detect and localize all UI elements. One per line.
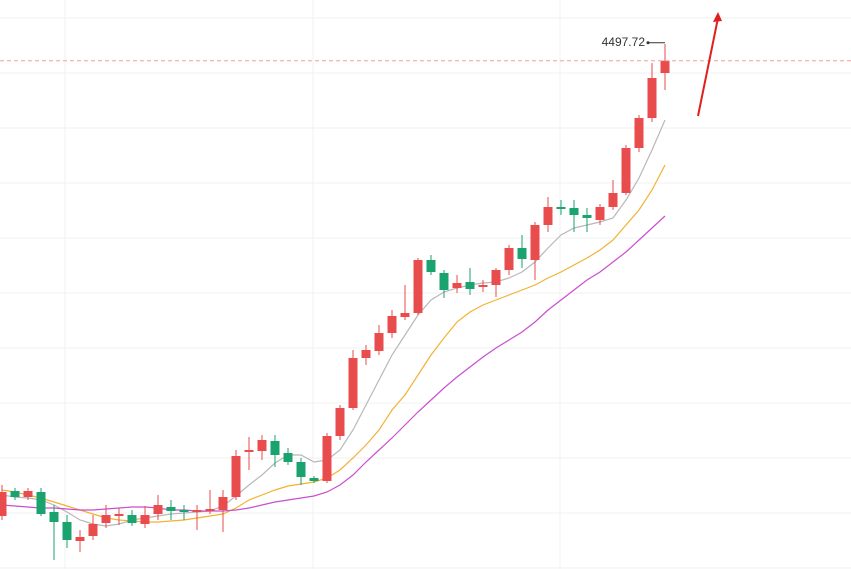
candle-body xyxy=(439,273,449,290)
candle-body xyxy=(0,492,7,516)
candle-body xyxy=(296,462,306,477)
moving-average-line xyxy=(1,119,666,527)
candles xyxy=(0,44,670,560)
candle-body xyxy=(244,450,254,452)
candle-body xyxy=(192,510,202,512)
candle-body xyxy=(569,208,579,215)
candle-body xyxy=(608,193,618,207)
candle-body xyxy=(23,491,33,497)
candle-body xyxy=(530,225,540,260)
candle-body xyxy=(504,248,514,270)
candle-body xyxy=(452,283,462,288)
candle-body xyxy=(517,248,527,259)
candle-body xyxy=(491,270,501,285)
candle-body xyxy=(582,215,592,218)
candle-body xyxy=(621,148,631,193)
price-pointer-dot xyxy=(646,41,650,45)
overlay: 4497.72 xyxy=(0,35,851,62)
candle-body xyxy=(49,512,59,522)
candle-body xyxy=(465,282,475,289)
candle-body xyxy=(75,537,85,541)
candle-body xyxy=(348,358,358,408)
candle-body xyxy=(426,260,436,272)
moving-average-line xyxy=(1,215,666,512)
arrow-head xyxy=(713,12,722,22)
candle-body xyxy=(179,510,189,512)
candle-body xyxy=(400,313,410,317)
candle-body xyxy=(647,78,657,118)
candle-body xyxy=(374,333,384,351)
candle-body xyxy=(556,207,566,209)
candle-body xyxy=(88,524,98,536)
candle-body xyxy=(140,515,150,524)
candle-body xyxy=(634,118,644,148)
candle-body xyxy=(166,507,176,511)
candle-body xyxy=(218,497,228,510)
candle-body xyxy=(660,60,670,73)
moving-average-line xyxy=(1,164,666,523)
candle-body xyxy=(10,491,20,497)
candle-body xyxy=(387,316,397,333)
candle-body xyxy=(322,436,332,481)
candle-body xyxy=(309,478,319,481)
candle-body xyxy=(257,440,267,451)
trend-arrow xyxy=(697,17,719,117)
candle-body xyxy=(478,285,488,287)
candle-body xyxy=(114,514,124,516)
candle-body xyxy=(231,456,241,497)
candle-body xyxy=(361,350,371,358)
candle-body xyxy=(36,492,46,514)
candle-body xyxy=(270,441,280,455)
candle-body xyxy=(101,515,111,523)
price-label: 4497.72 xyxy=(602,35,646,49)
candle-body xyxy=(283,453,293,462)
candle-body xyxy=(335,408,345,436)
candle-body xyxy=(127,515,137,523)
candle-body xyxy=(413,260,423,313)
candle-body xyxy=(205,509,215,511)
moving-averages xyxy=(1,119,666,527)
candle-body xyxy=(62,522,72,540)
candle-body xyxy=(543,207,553,225)
candle-body xyxy=(153,505,163,514)
candle-body xyxy=(595,207,605,220)
